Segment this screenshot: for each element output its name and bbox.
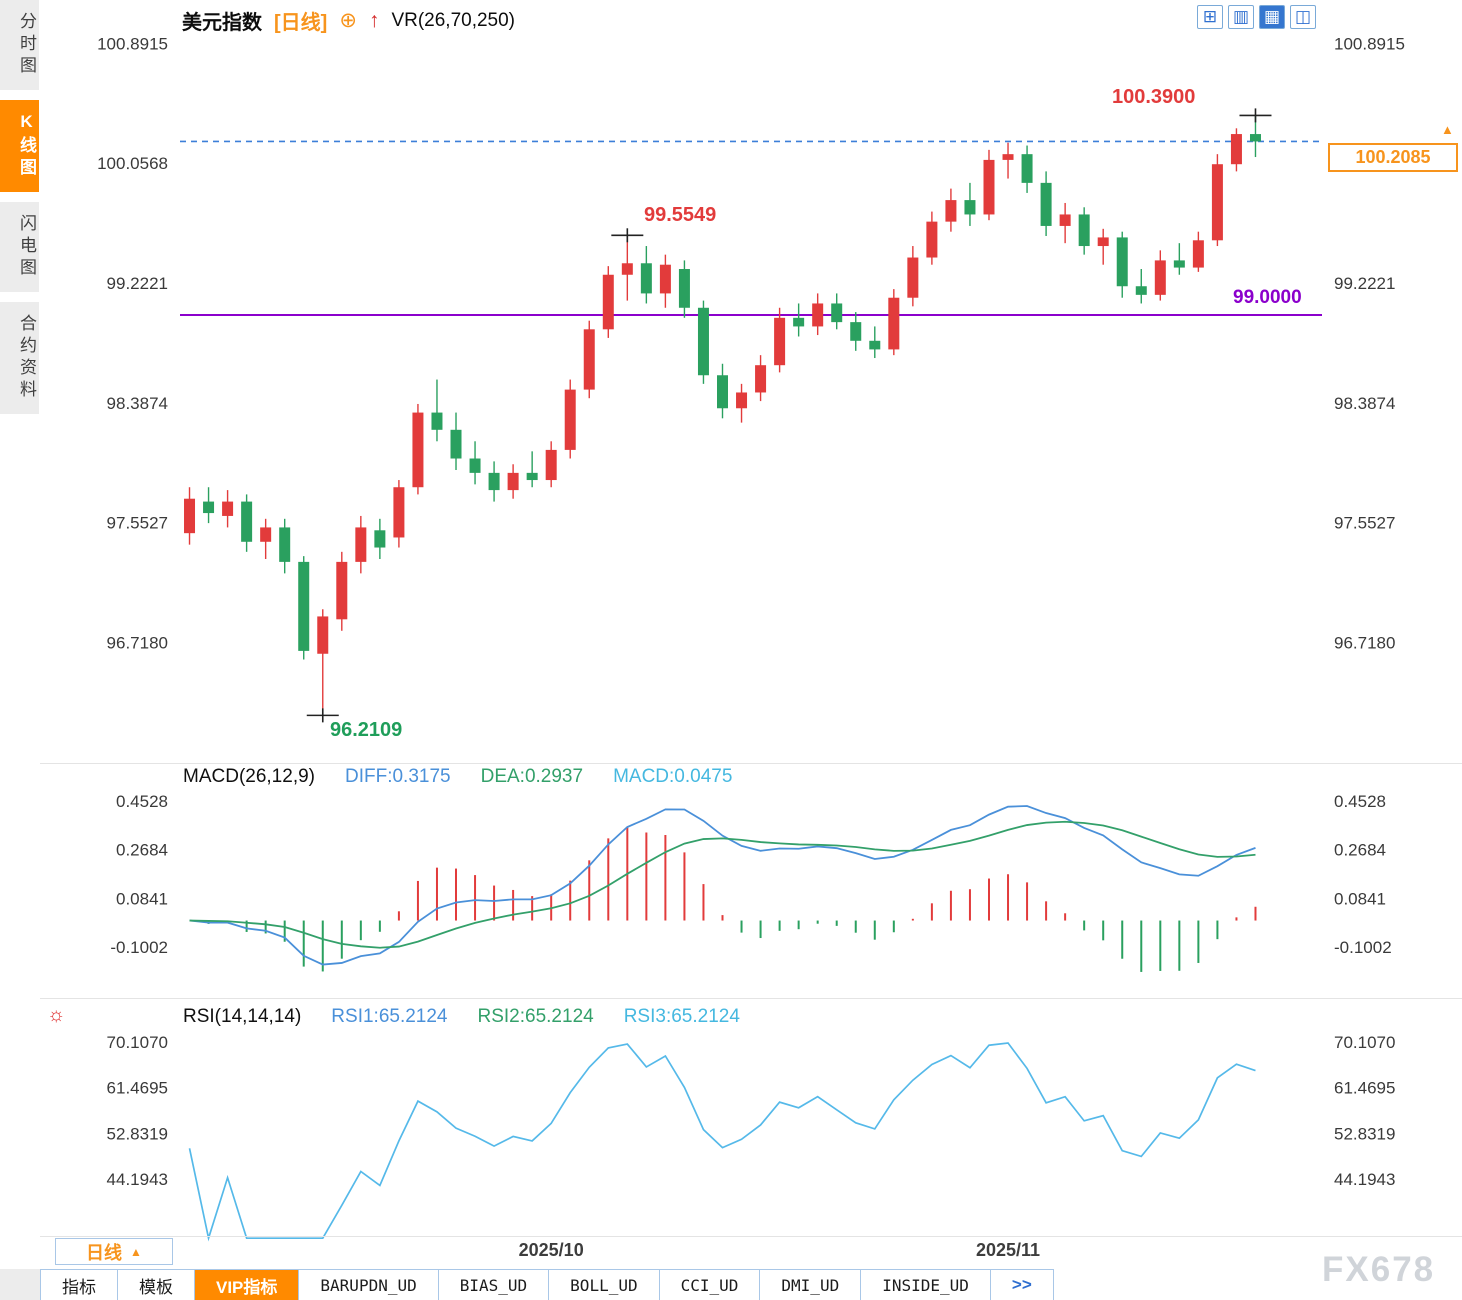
symbol-name: 美元指数: [182, 12, 262, 34]
price-up-arrow-icon: ▲: [1441, 122, 1454, 137]
svg-text:0.4528: 0.4528: [116, 792, 168, 811]
peak-price-label: 99.5549: [644, 204, 717, 226]
tab-bias-ud[interactable]: BIAS_UD: [438, 1270, 550, 1300]
svg-text:52.8319: 52.8319: [107, 1124, 168, 1143]
period-selector[interactable]: 日线 ▲: [55, 1238, 173, 1265]
chart-panel-icon[interactable]: ▦: [1259, 5, 1285, 29]
svg-text:61.4695: 61.4695: [1334, 1079, 1395, 1098]
svg-text:0.2684: 0.2684: [116, 841, 168, 860]
svg-text:0.0841: 0.0841: [116, 889, 168, 908]
chart-toolbar: ⊞ ▥ ▦ ◫: [1197, 5, 1316, 29]
tab-barupdn-ud[interactable]: BARUPDN_UD: [299, 1270, 439, 1300]
left-sidebar: 分时图 K线图 闪电图 合约资料: [0, 0, 39, 414]
pane-columns-icon[interactable]: ▥: [1228, 5, 1254, 29]
add-indicator-icon[interactable]: ⊕: [339, 9, 357, 32]
vr-indicator-label: VR(26,70,250): [391, 9, 516, 31]
macd-histogram: [207, 826, 1257, 972]
svg-text:96.7180: 96.7180: [107, 634, 168, 653]
svg-text:0.4528: 0.4528: [1334, 792, 1386, 811]
tab-more[interactable]: >>: [990, 1270, 1054, 1300]
trend-up-icon: ↑: [368, 8, 380, 32]
bottom-left-corner: [0, 1269, 40, 1300]
svg-text:0.2684: 0.2684: [1334, 841, 1386, 860]
rsi-header: RSI(14,14,14) RSI1:65.2124 RSI2:65.2124 …: [183, 1006, 740, 1028]
macd-dea-line: [189, 820, 1256, 949]
candles: [184, 115, 1261, 716]
svg-text:100.0568: 100.0568: [97, 154, 168, 173]
svg-text:44.1943: 44.1943: [1334, 1170, 1395, 1189]
macd-diff-line: [189, 805, 1256, 966]
period-selector-label: 日线: [86, 1242, 123, 1263]
pane-split-icon[interactable]: ◫: [1290, 5, 1316, 29]
svg-text:98.3874: 98.3874: [107, 394, 168, 413]
svg-text:61.4695: 61.4695: [107, 1079, 168, 1098]
svg-text:-0.1002: -0.1002: [110, 938, 168, 957]
svg-text:100.8915: 100.8915: [1334, 34, 1405, 53]
svg-text:99.2221: 99.2221: [107, 274, 168, 293]
rsi3-value: RSI3:65.2124: [623, 1006, 740, 1027]
panel-separator: [40, 998, 1462, 999]
high-price-label: 100.3900: [1112, 86, 1196, 108]
sidebar-item-contract-info[interactable]: 合约资料: [0, 302, 39, 414]
svg-text:-0.1002: -0.1002: [1334, 938, 1392, 957]
rsi-line: [188, 1042, 1256, 1242]
pane-grid-icon[interactable]: ⊞: [1197, 5, 1223, 29]
svg-text:44.1943: 44.1943: [107, 1170, 168, 1189]
panel-separator: [40, 763, 1462, 764]
indicator-tabbar: 指标 模板 VIP指标 BARUPDN_UD BIAS_UD BOLL_UD C…: [40, 1269, 1054, 1300]
tab-cci-ud[interactable]: CCI_UD: [659, 1270, 761, 1300]
chart-header: 美元指数 [日线] ⊕ ↑ VR(26,70,250): [182, 6, 515, 35]
tab-templates[interactable]: 模板: [118, 1270, 195, 1300]
svg-text:0.0841: 0.0841: [1334, 889, 1386, 908]
svg-text:70.1070: 70.1070: [1334, 1033, 1395, 1052]
macd-diff-value: DIFF:0.3175: [345, 766, 451, 787]
panel-separator: [40, 1236, 1462, 1237]
sidebar-item-kline-chart[interactable]: K线图: [0, 100, 39, 192]
last-price-box: 100.2085: [1328, 143, 1458, 172]
macd-dea-value: DEA:0.2937: [480, 766, 584, 787]
svg-text:70.1070: 70.1070: [107, 1033, 168, 1052]
macd-header: MACD(26,12,9) DIFF:0.3175 DEA:0.2937 MAC…: [183, 766, 732, 788]
svg-text:100.8915: 100.8915: [97, 34, 168, 53]
svg-text:98.3874: 98.3874: [1334, 394, 1395, 413]
x-axis-label: 2025/10: [518, 1240, 584, 1260]
support-line-label: 99.0000: [1233, 287, 1302, 308]
svg-text:99.2221: 99.2221: [1334, 274, 1395, 293]
svg-text:97.5527: 97.5527: [107, 514, 168, 533]
tab-inside-ud[interactable]: INSIDE_UD: [861, 1270, 991, 1300]
tab-boll-ud[interactable]: BOLL_UD: [549, 1270, 660, 1300]
low-price-label: 96.2109: [330, 719, 403, 741]
watermark: FX678: [1322, 1250, 1436, 1289]
macd-hist-value: MACD:0.0475: [613, 766, 733, 787]
tab-dmi-ud[interactable]: DMI_UD: [760, 1270, 862, 1300]
indicator-settings-icon[interactable]: ☼: [47, 1004, 66, 1026]
rsi-title: RSI(14,14,14): [183, 1006, 302, 1027]
rsi1-value: RSI1:65.2124: [331, 1006, 448, 1027]
sidebar-item-time-chart[interactable]: 分时图: [0, 0, 39, 90]
macd-title: MACD(26,12,9): [183, 766, 315, 787]
period-tag[interactable]: [日线]: [274, 12, 328, 34]
tab-indicators[interactable]: 指标: [40, 1270, 118, 1300]
svg-text:96.7180: 96.7180: [1334, 634, 1395, 653]
x-axis-label: 2025/11: [975, 1240, 1041, 1260]
rsi2-value: RSI2:65.2124: [477, 1006, 594, 1027]
sidebar-item-lightning-chart[interactable]: 闪电图: [0, 202, 39, 292]
chevron-up-icon: ▲: [130, 1244, 142, 1259]
svg-text:52.8319: 52.8319: [1334, 1124, 1395, 1143]
svg-text:97.5527: 97.5527: [1334, 514, 1395, 533]
tab-vip-indicators[interactable]: VIP指标: [195, 1270, 300, 1300]
